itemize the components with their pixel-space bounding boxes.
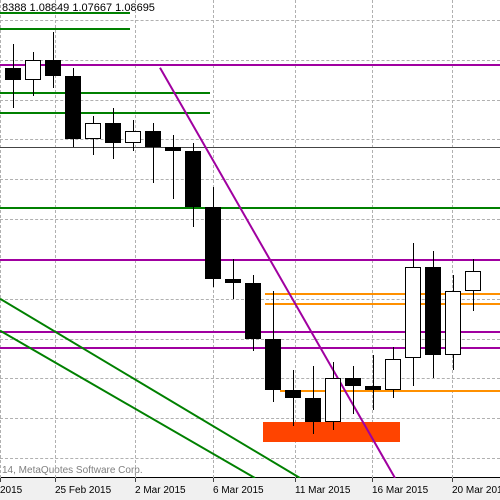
grid-line [135,0,136,478]
grid-line [0,418,500,419]
candle-body [325,378,341,422]
candle-body [165,147,181,151]
horizontal-level [0,64,500,66]
candle-body [285,390,301,398]
candle-wick [373,355,374,411]
candle-body [125,131,141,143]
horizontal-level [265,293,500,295]
candle-body [305,398,321,422]
candle-body [365,386,381,390]
candle-body [105,123,121,143]
trendlines-layer [0,0,500,478]
horizontal-level [0,112,210,114]
candle-body [85,123,101,139]
candle-body [65,76,81,140]
x-axis-tick [55,478,56,482]
candle-body [5,68,21,80]
grid-line [0,60,500,61]
candle-wick [173,135,174,199]
candle-body [385,359,401,391]
candle-body [225,279,241,283]
chart-area[interactable]: 8388 1.08849 1.07667 1.08695 14, MetaQuo… [0,0,500,500]
x-axis-label: 6 Mar 2015 [213,485,264,496]
horizontal-level [0,207,500,209]
x-axis-label: 20 Mar 2015 [452,485,500,496]
grid-line [0,179,500,180]
candle-body [265,339,281,391]
horizontal-level [0,92,210,94]
grid-line [0,458,500,459]
x-axis-tick [0,478,1,482]
x-axis-tick [213,478,214,482]
horizontal-level [265,303,500,305]
candle-body [25,60,41,80]
horizontal-level [0,259,500,261]
x-axis-label: 2 Mar 2015 [135,485,186,496]
x-axis-label: 2015 [0,485,22,496]
x-axis-label: 16 Mar 2015 [372,485,428,496]
grid-line [0,219,500,220]
candle-wick [353,366,354,414]
price-zone [263,422,400,442]
candle-body [245,283,261,339]
x-axis-tick [372,478,373,482]
candle-body [345,378,361,386]
candle-body [465,271,481,291]
grid-line [452,0,453,478]
candle-body [405,267,421,359]
grid-line [0,0,1,478]
horizontal-level [0,147,500,148]
candle-body [445,291,461,355]
x-axis-tick [135,478,136,482]
x-axis: 2015 25 Feb 2015 2 Mar 2015 6 Mar 2015 11 Ma… [0,477,500,500]
x-axis-tick [452,478,453,482]
candle-body [185,151,201,207]
grid-line [0,378,500,379]
candle-body [145,131,161,147]
horizontal-level [0,28,130,30]
horizontal-level [0,12,130,14]
grid-line [295,0,296,478]
candle-body [45,60,61,76]
x-axis-tick [295,478,296,482]
x-axis-label: 11 Mar 2015 [295,485,350,496]
x-axis-label: 25 Feb 2015 [55,485,111,496]
grid-line [0,139,500,140]
grid-line [0,20,500,21]
candle-body [425,267,441,355]
candle-body [205,207,221,279]
candle-wick [293,370,294,426]
copyright-text: 14, MetaQuotes Software Corp. [2,465,143,476]
